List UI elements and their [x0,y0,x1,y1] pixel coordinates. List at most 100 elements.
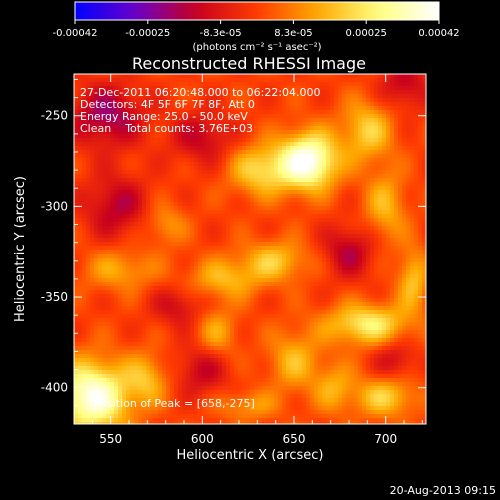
heatmap-cell [202,290,207,295]
heatmap-cell [342,286,347,291]
heatmap-cell [262,98,267,103]
heatmap-cell [390,106,395,111]
heatmap-cell [170,278,175,283]
heatmap-cell [386,278,391,283]
heatmap-cell [350,206,355,211]
heatmap-cell [370,286,375,291]
heatmap-cell [294,282,299,287]
heatmap-cell [118,142,123,147]
heatmap-cell [258,254,263,259]
heatmap-cell [222,158,227,163]
heatmap-cell [374,82,379,87]
heatmap-cell [206,234,211,239]
heatmap-cell [78,138,83,143]
heatmap-cell [266,150,271,155]
heatmap-cell [386,186,391,191]
heatmap-cell [274,286,279,291]
heatmap-cell [282,274,287,279]
heatmap-cell [254,74,259,79]
heatmap-cell [242,202,247,207]
heatmap-cell [186,186,191,191]
heatmap-cell [314,74,319,79]
heatmap-cell [266,74,271,79]
heatmap-cell [354,142,359,147]
heatmap-cell [254,270,259,275]
heatmap-cell [366,254,371,259]
heatmap-cell [346,194,351,199]
heatmap-cell [182,174,187,179]
heatmap-cell [334,198,339,203]
heatmap-cell [266,170,271,175]
heatmap-cell [378,122,383,127]
heatmap-cell [302,206,307,211]
heatmap-cell [274,206,279,211]
heatmap-cell [174,214,179,219]
heatmap-cell [90,278,95,283]
heatmap-cell [78,110,83,115]
heatmap-cell [122,226,127,231]
heatmap-cell [294,182,299,187]
heatmap-cell [234,230,239,235]
heatmap-cell [322,234,327,239]
heatmap-cell [78,154,83,159]
heatmap-cell [126,150,131,155]
heatmap-cell [402,230,407,235]
heatmap-cell [270,210,275,215]
heatmap-cells [74,74,426,424]
heatmap-cell [254,222,259,227]
heatmap-cell [194,286,199,291]
heatmap-cell [414,274,419,279]
heatmap-cell [182,254,187,259]
heatmap-cell [410,246,415,251]
heatmap-cell [126,170,131,175]
heatmap-cell [114,186,119,191]
heatmap-cell [158,210,163,215]
heatmap-cell [298,174,303,179]
heatmap-cell [326,118,331,123]
heatmap-cell [94,214,99,219]
heatmap-cell [278,250,283,255]
heatmap-cell [202,234,207,239]
heatmap-cell [134,154,139,159]
heatmap-cell [302,110,307,115]
heatmap-cell [174,110,179,115]
heatmap-cell [214,94,219,99]
heatmap-cell [322,206,327,211]
heatmap-cell [134,114,139,119]
heatmap-cell [378,94,383,99]
heatmap-cell [78,82,83,87]
heatmap-cell [390,138,395,143]
heatmap-cell [130,94,135,99]
heatmap-cell [270,82,275,87]
heatmap-cell [314,138,319,143]
heatmap-cell [314,274,319,279]
heatmap-cell [398,146,403,151]
heatmap-cell [174,246,179,251]
heatmap-cell [282,234,287,239]
heatmap-cell [138,118,143,123]
heatmap-cell [334,222,339,227]
heatmap-cell [190,174,195,179]
heatmap-cell [82,166,87,171]
heatmap-cell [250,78,255,83]
heatmap-cell [158,118,163,123]
heatmap-cell [154,262,159,267]
heatmap-cell [418,238,423,243]
heatmap-cell [178,78,183,83]
heatmap-cell [258,150,263,155]
heatmap-cell [98,110,103,115]
heatmap-cell [206,202,211,207]
heatmap-cell [102,110,107,115]
heatmap-cell [302,278,307,283]
heatmap-cell [374,242,379,247]
heatmap-cell [82,126,87,131]
heatmap-cell [270,170,275,175]
heatmap-cell [154,198,159,203]
heatmap-cell [118,290,123,295]
heatmap-cell [306,222,311,227]
heatmap-cell [162,170,167,175]
heatmap-cell [306,226,311,231]
heatmap-cell [230,158,235,163]
heatmap-cell [166,206,171,211]
heatmap-cell [102,78,107,83]
